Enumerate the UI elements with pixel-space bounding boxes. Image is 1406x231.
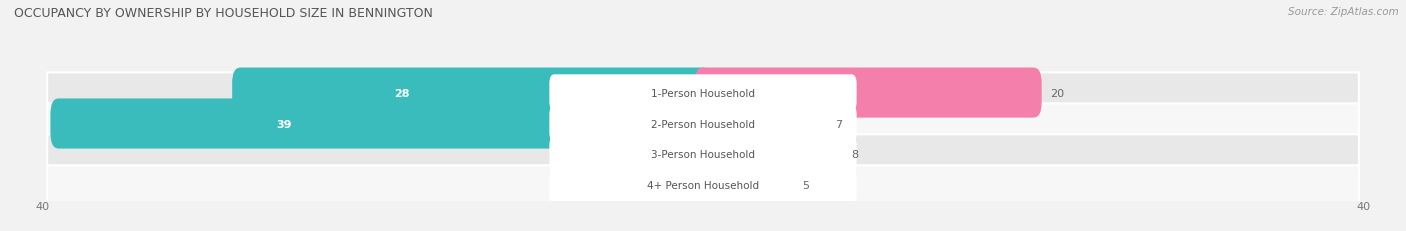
FancyBboxPatch shape — [550, 106, 856, 142]
Text: 20: 20 — [1050, 88, 1064, 98]
FancyBboxPatch shape — [550, 137, 856, 173]
Text: Source: ZipAtlas.com: Source: ZipAtlas.com — [1288, 7, 1399, 17]
FancyBboxPatch shape — [232, 68, 711, 118]
Text: 40: 40 — [35, 201, 49, 211]
FancyBboxPatch shape — [695, 68, 1042, 118]
FancyBboxPatch shape — [695, 161, 794, 210]
FancyBboxPatch shape — [579, 130, 711, 180]
FancyBboxPatch shape — [550, 75, 856, 111]
Text: OCCUPANCY BY OWNERSHIP BY HOUSEHOLD SIZE IN BENNINGTON: OCCUPANCY BY OWNERSHIP BY HOUSEHOLD SIZE… — [14, 7, 433, 20]
FancyBboxPatch shape — [48, 135, 1358, 175]
Text: 1-Person Household: 1-Person Household — [651, 88, 755, 98]
Text: 7: 7 — [624, 181, 631, 191]
Text: 4+ Person Household: 4+ Person Household — [647, 181, 759, 191]
FancyBboxPatch shape — [550, 167, 856, 204]
FancyBboxPatch shape — [48, 104, 1358, 144]
Text: 7: 7 — [624, 150, 631, 160]
Text: 39: 39 — [277, 119, 292, 129]
Text: 7: 7 — [835, 119, 842, 129]
Text: 28: 28 — [395, 88, 411, 98]
Text: 8: 8 — [852, 150, 859, 160]
FancyBboxPatch shape — [695, 99, 827, 149]
FancyBboxPatch shape — [579, 161, 711, 210]
FancyBboxPatch shape — [51, 99, 711, 149]
Text: 5: 5 — [801, 181, 808, 191]
Text: 40: 40 — [1357, 201, 1371, 211]
Text: 3-Person Household: 3-Person Household — [651, 150, 755, 160]
FancyBboxPatch shape — [48, 73, 1358, 113]
FancyBboxPatch shape — [695, 130, 844, 180]
FancyBboxPatch shape — [48, 166, 1358, 206]
Text: 2-Person Household: 2-Person Household — [651, 119, 755, 129]
